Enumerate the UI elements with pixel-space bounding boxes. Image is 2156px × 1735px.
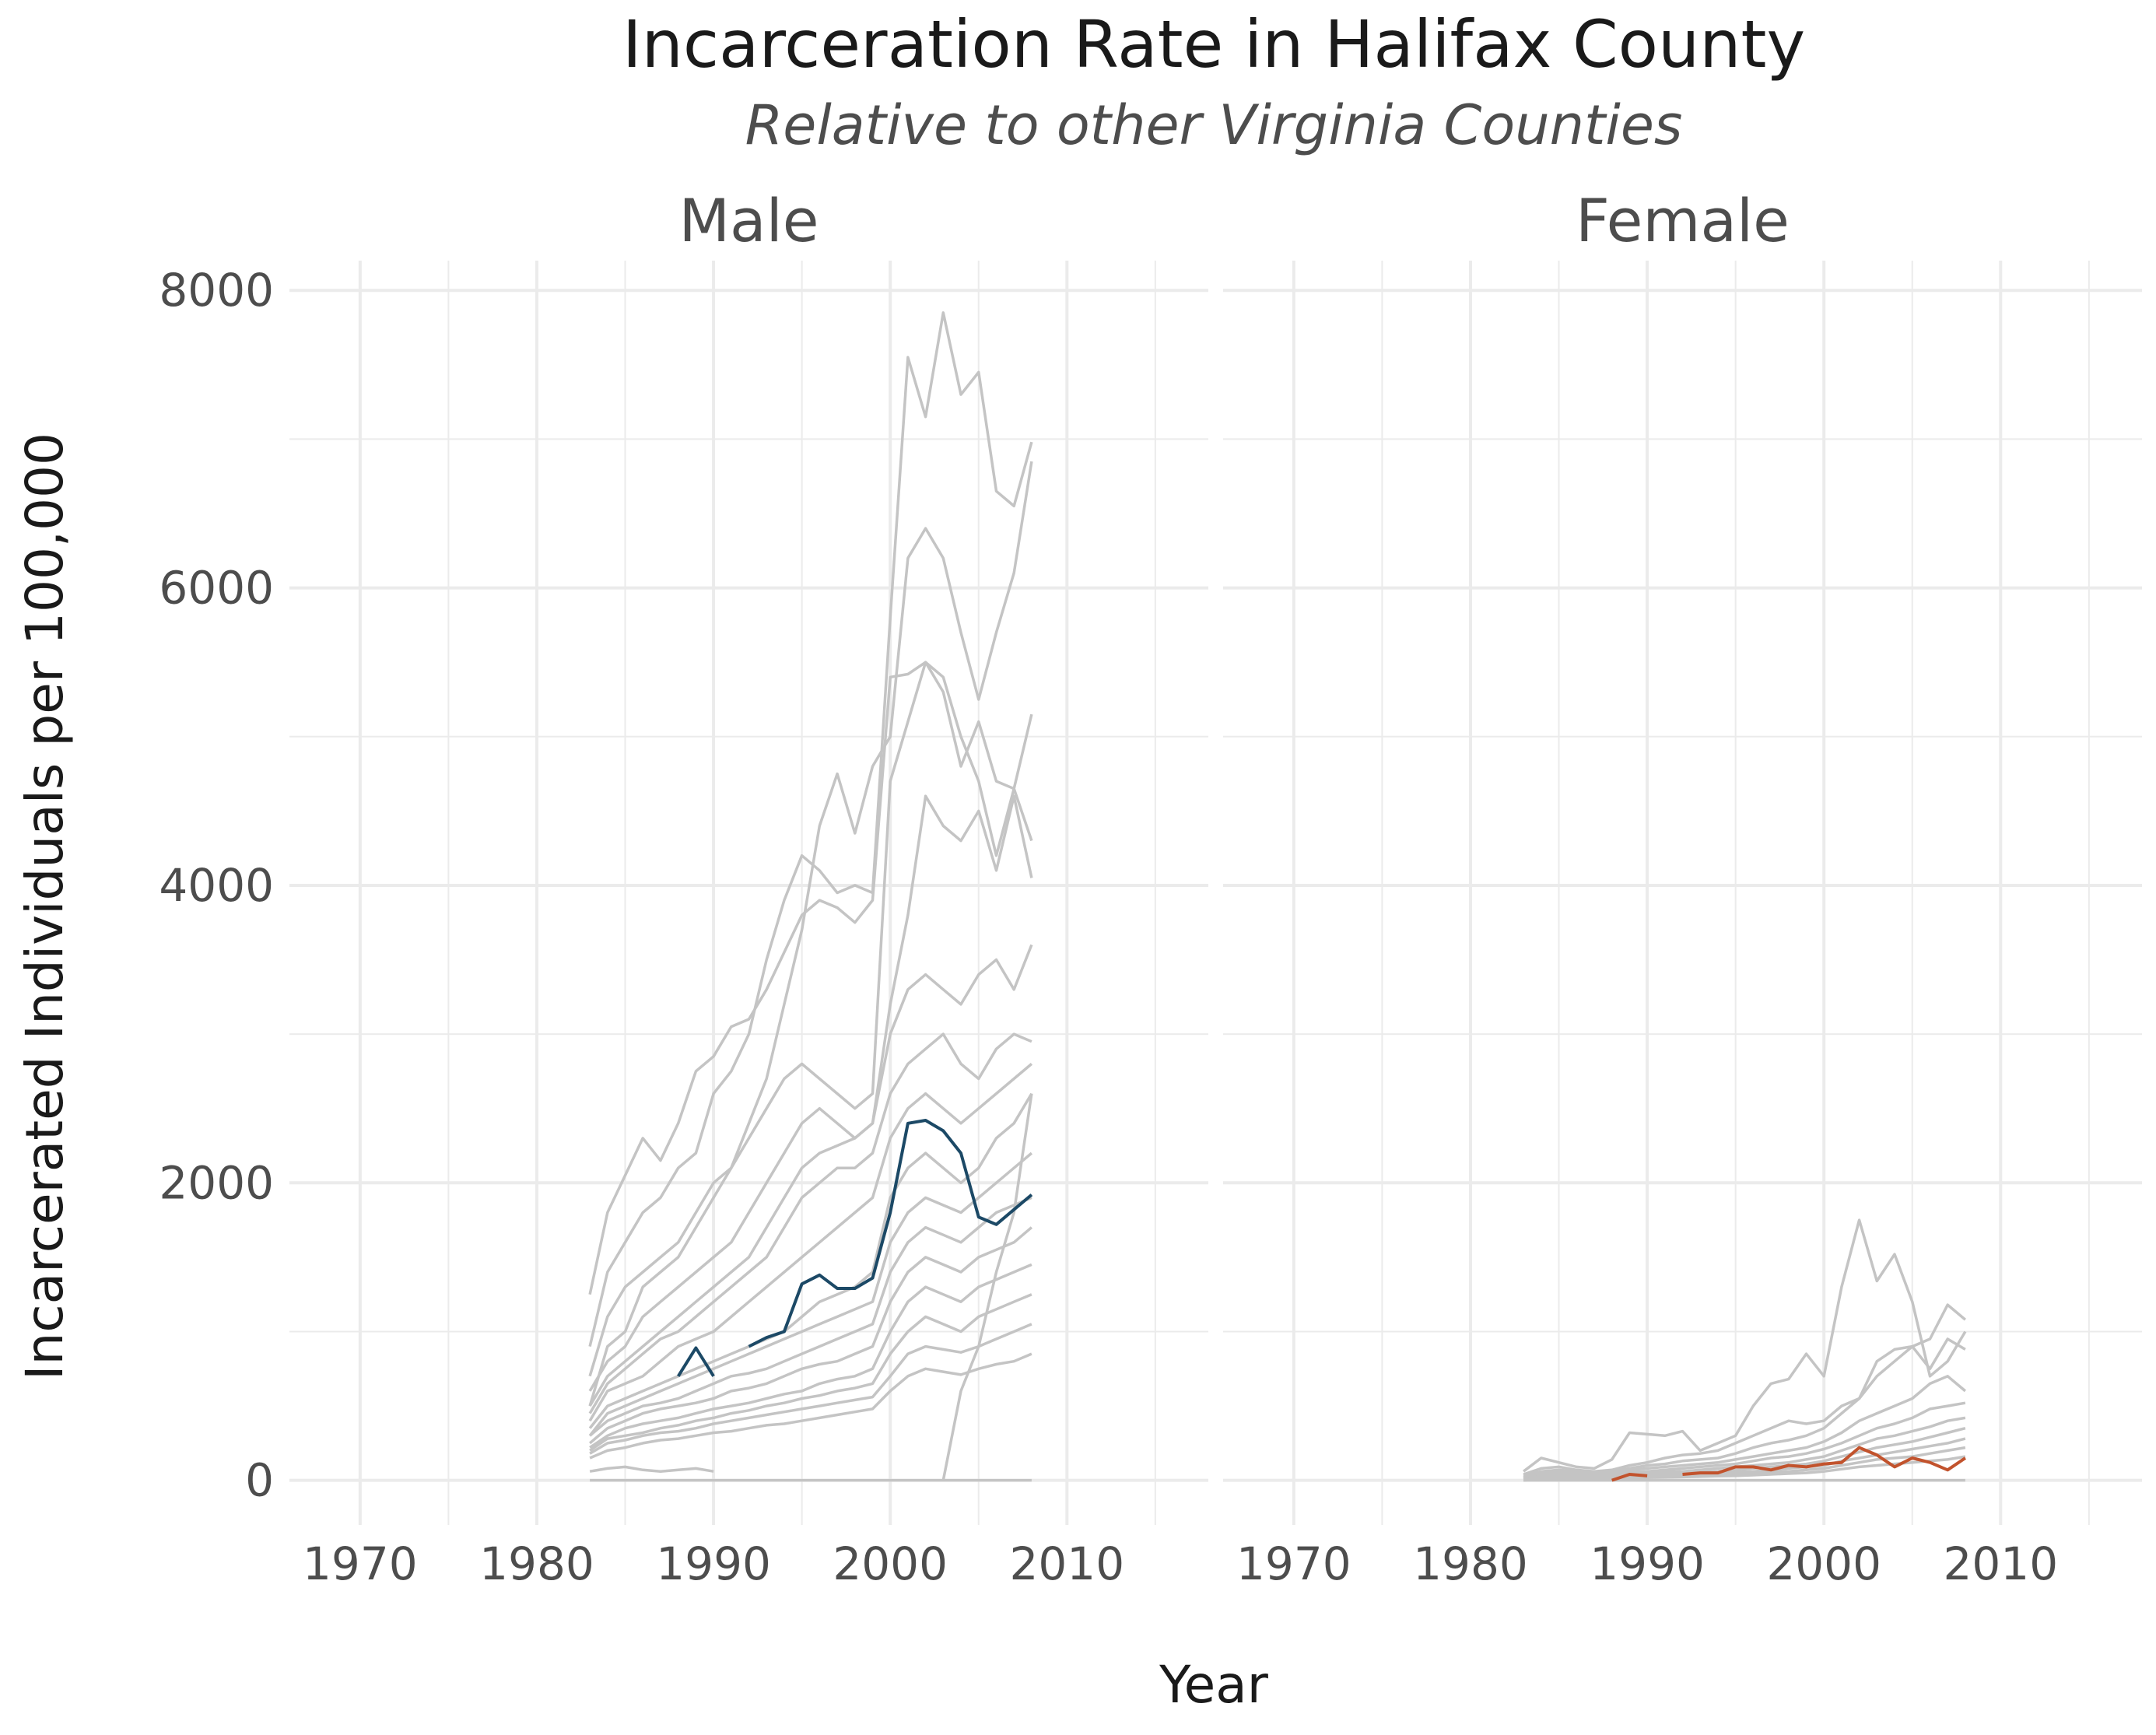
x-tick-label: 2010 bbox=[1010, 1537, 1125, 1590]
county-series-line bbox=[588, 794, 1033, 1392]
y-tick-label: 2000 bbox=[159, 1156, 274, 1209]
county-series-line bbox=[588, 311, 1033, 1348]
y-axis-label: Incarcerated Individuals per 100,000 bbox=[15, 433, 75, 1380]
county-series-line bbox=[589, 1293, 1032, 1452]
county-series-line bbox=[589, 1352, 1032, 1460]
chart-subtitle: Relative to other Virginia Counties bbox=[745, 93, 1683, 157]
county-series-line bbox=[588, 1226, 1033, 1445]
x-tick-label: 1990 bbox=[1590, 1537, 1705, 1590]
x-axis-label: Year bbox=[1159, 1655, 1269, 1715]
x-tick-label: 1990 bbox=[656, 1537, 771, 1590]
strip-label-male: Male bbox=[678, 186, 819, 255]
county-series-line bbox=[1523, 1303, 1967, 1476]
county-series-line bbox=[589, 1263, 1032, 1449]
county-series-line bbox=[1523, 1337, 1966, 1477]
halifax-series-line-female bbox=[1611, 1446, 1967, 1482]
county-series-line bbox=[588, 661, 1033, 1377]
other-counties-male bbox=[588, 311, 1033, 1482]
x-tick-label: 1970 bbox=[303, 1537, 418, 1590]
county-series-line bbox=[589, 1323, 1032, 1455]
county-series-line bbox=[588, 1063, 1033, 1422]
county-series-line bbox=[589, 1465, 714, 1473]
county-series-line bbox=[941, 1093, 1033, 1481]
x-tick-label: 2000 bbox=[833, 1537, 948, 1590]
county-series-line bbox=[588, 461, 1033, 1407]
y-tick-label: 6000 bbox=[159, 562, 274, 615]
chart-title: Incarceration Rate in Halifax County bbox=[622, 6, 1805, 82]
strip-label-female: Female bbox=[1576, 186, 1790, 255]
county-series-line bbox=[1523, 1218, 1967, 1473]
halifax-series-line-male bbox=[677, 1119, 1033, 1377]
panel-male: Male 1970 1980 1990 2000 2010 0 2000 4000 6000 800… bbox=[159, 186, 1208, 1590]
county-series-line bbox=[588, 1196, 1032, 1437]
x-tick-label: 1980 bbox=[1413, 1537, 1528, 1590]
y-tick-label: 8000 bbox=[159, 264, 274, 317]
x-tick-label: 1970 bbox=[1236, 1537, 1351, 1590]
county-series-line bbox=[588, 1032, 1032, 1414]
county-series-line bbox=[588, 1092, 1033, 1429]
x-tick-label: 2010 bbox=[1944, 1537, 2059, 1590]
panel-female: Female 1970 1980 1990 2000 2010 bbox=[1223, 186, 2142, 1590]
y-tick-label: 0 bbox=[245, 1454, 274, 1507]
county-series-line bbox=[588, 944, 1033, 1407]
county-series-line bbox=[588, 661, 1033, 1295]
county-series-line bbox=[1523, 1375, 1967, 1479]
county-series-line bbox=[588, 1151, 1033, 1437]
x-tick-label: 1980 bbox=[479, 1537, 594, 1590]
panels-layer: Male 1970 1980 1990 2000 2010 0 2000 4000 6000 800… bbox=[159, 186, 2142, 1590]
y-tick-label: 4000 bbox=[159, 859, 274, 912]
x-tick-label: 2000 bbox=[1766, 1537, 1881, 1590]
